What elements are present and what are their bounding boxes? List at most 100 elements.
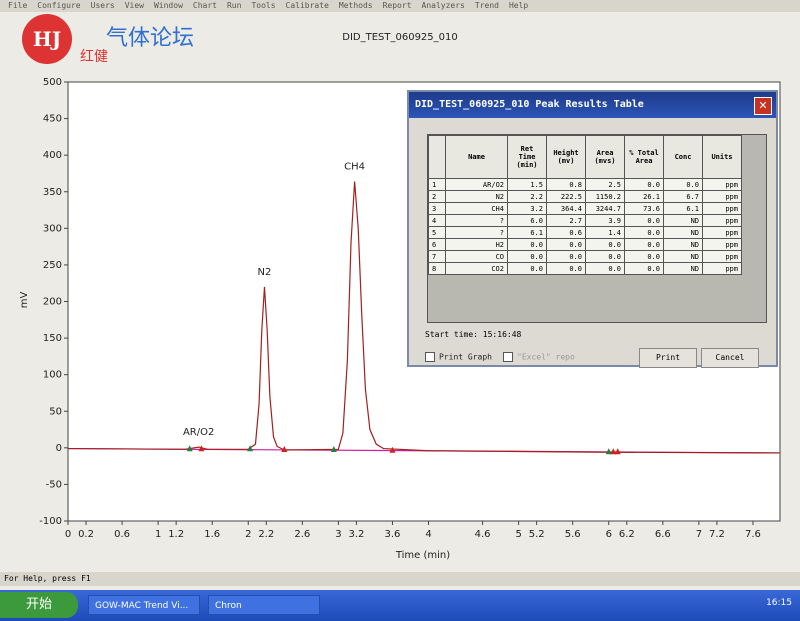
table-cell: ppm xyxy=(702,226,742,239)
table-cell: 0.0 xyxy=(624,226,664,239)
table-cell: 5 xyxy=(428,226,446,239)
x-axis-label: Time (min) xyxy=(395,550,450,561)
x-tick-label: 4.6 xyxy=(475,529,491,540)
table-cell: 0.0 xyxy=(546,238,586,251)
menu-item[interactable]: Chart xyxy=(192,1,217,10)
y-tick-label: 500 xyxy=(43,77,62,88)
table-cell: 7 xyxy=(428,250,446,263)
table-cell: 0.0 xyxy=(507,262,547,275)
peak-marker xyxy=(247,445,254,452)
menu-item[interactable]: Report xyxy=(382,1,412,10)
x-tick-label: 3.2 xyxy=(348,529,364,540)
table-cell: 0.0 xyxy=(507,238,547,251)
menu-item[interactable]: Calibrate xyxy=(285,1,329,10)
menu-item[interactable]: Run xyxy=(226,1,242,10)
menu-item[interactable]: Configure xyxy=(37,1,81,10)
checkbox-option[interactable]: "Excel" repo xyxy=(503,352,575,362)
x-tick-label: 6.2 xyxy=(619,529,635,540)
y-tick-label: 100 xyxy=(43,370,62,381)
table-cell: 0.0 xyxy=(585,262,625,275)
x-tick-label: 0.2 xyxy=(78,529,94,540)
table-row[interactable]: 2 N2 2.2 222.5 1150.2 26.1 6.7 ppm xyxy=(428,190,742,203)
table-cell: 0.0 xyxy=(507,250,547,263)
table-row[interactable]: 3 CH4 3.2 364.4 3244.7 73.6 6.1 ppm xyxy=(428,202,742,215)
menu-item[interactable]: File xyxy=(8,1,28,10)
x-tick-label: 3 xyxy=(335,529,341,540)
task-button[interactable]: GOW-MAC Trend Vi... xyxy=(88,595,200,615)
table-cell: 0.8 xyxy=(546,178,586,191)
table-cell: ppm xyxy=(702,190,742,203)
header-row: Name Ret Time (min) Height (mv) Area (mvs)%… xyxy=(428,135,742,179)
table-row[interactable]: 7 CO 0.0 0.0 0.0 0.0 ND ppm xyxy=(428,250,742,263)
menu-item[interactable]: Analyzers xyxy=(421,1,465,10)
table-cell: 6.0 xyxy=(507,214,547,227)
y-tick-label: 300 xyxy=(43,223,62,234)
x-tick-label: 5.6 xyxy=(565,529,581,540)
task-button[interactable]: Chron xyxy=(208,595,320,615)
peak-marker xyxy=(198,445,205,452)
header-cell: Conc xyxy=(663,135,703,179)
header-cell xyxy=(428,135,446,179)
table-cell: 0.6 xyxy=(546,226,586,239)
menu-item[interactable]: Help xyxy=(508,1,529,10)
print-button[interactable]: Print xyxy=(639,348,697,368)
table-row[interactable]: 6 H2 0.0 0.0 0.0 0.0 ND ppm xyxy=(428,238,742,251)
table-cell: 222.5 xyxy=(546,190,586,203)
peak-label: CH4 xyxy=(344,162,365,173)
table-row[interactable]: 1 AR/O2 1.5 0.8 2.5 0.0 0.0 ppm xyxy=(428,178,742,191)
menu-item[interactable]: Tools xyxy=(251,1,276,10)
table-row[interactable]: 5? 6.1 0.6 1.4 0.0 ND ppm xyxy=(428,226,742,239)
table-row[interactable]: 8 CO2 0.0 0.0 0.0 0.0 ND ppm xyxy=(428,262,742,275)
y-tick-label: 450 xyxy=(43,114,62,125)
table-cell: CH4 xyxy=(445,202,508,215)
x-tick-label: 3.6 xyxy=(385,529,401,540)
table-cell: ppm xyxy=(702,250,742,263)
peak-label: AR/O2 xyxy=(183,427,214,438)
header-cell: Height (mv) xyxy=(546,135,586,179)
y-tick-label: 50 xyxy=(49,406,62,417)
checkbox xyxy=(425,352,435,362)
menu-item[interactable]: Trend xyxy=(474,1,499,10)
x-tick-label: 4 xyxy=(425,529,431,540)
menu-item[interactable]: Methods xyxy=(338,1,373,10)
table-cell: ppm xyxy=(702,262,742,275)
peak-marker xyxy=(389,446,396,453)
cancel-button[interactable]: Cancel xyxy=(701,348,759,368)
close-button[interactable]: ✕ xyxy=(754,97,772,115)
header-cell: Units xyxy=(702,135,742,179)
peak-marker xyxy=(281,446,288,453)
y-tick-label: 350 xyxy=(43,187,62,198)
peak-label: N2 xyxy=(258,267,272,278)
table-cell: 364.4 xyxy=(546,202,586,215)
taskbar: 开始 16:15 GOW-MAC Trend Vi... Chron xyxy=(0,590,800,621)
table-cell: 0.0 xyxy=(624,178,664,191)
table-cell: ppm xyxy=(702,178,742,191)
menu-item[interactable]: Users xyxy=(90,1,115,10)
clock: 16:15 xyxy=(766,598,792,608)
checkbox-option[interactable]: Print Graph xyxy=(425,352,492,362)
table-cell: 73.6 xyxy=(624,202,664,215)
menu-item[interactable]: View xyxy=(124,1,144,10)
peak-marker xyxy=(186,445,193,452)
start-button[interactable]: 开始 xyxy=(0,592,78,618)
table-cell: 0.0 xyxy=(624,262,664,275)
menu-item[interactable]: Window xyxy=(153,1,183,10)
table-cell: 2.2 xyxy=(507,190,547,203)
x-tick-label: 5.2 xyxy=(529,529,545,540)
x-tick-label: 1 xyxy=(155,529,161,540)
table-cell: 3 xyxy=(428,202,446,215)
table-cell: ND xyxy=(663,262,703,275)
peak-results-dialog: DID_TEST_060925_010 Peak Results Table ✕… xyxy=(407,90,778,368)
checkbox xyxy=(503,352,513,362)
table-cell: 2.5 xyxy=(585,178,625,191)
table-cell: 0.0 xyxy=(663,178,703,191)
y-tick-label: 150 xyxy=(43,333,62,344)
table-cell: H2 xyxy=(445,238,508,251)
x-tick-label: 6.6 xyxy=(655,529,671,540)
table-cell: 0.0 xyxy=(624,214,664,227)
logo: HJ xyxy=(22,14,72,64)
table-cell: 1.5 xyxy=(507,178,547,191)
y-tick-label: 200 xyxy=(43,297,62,308)
table-row[interactable]: 4? 6.0 2.7 3.9 0.0 ND ppm xyxy=(428,214,742,227)
